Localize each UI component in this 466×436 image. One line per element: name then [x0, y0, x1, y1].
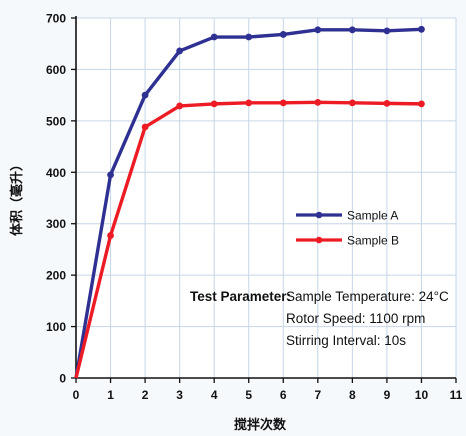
y-tick-labels: 0 100 200 300 400 500 600 700	[46, 12, 66, 386]
data-point-sample-b	[210, 100, 218, 108]
grid	[76, 17, 457, 378]
data-point-sample-b	[245, 99, 253, 107]
legend-label-sample-b: Sample B	[347, 234, 399, 248]
annotation-heading: Test Parameter:	[190, 289, 291, 304]
data-point-sample-a	[348, 26, 356, 34]
x-tick-label: 7	[314, 388, 321, 402]
data-point-sample-a	[176, 47, 184, 55]
x-axis-title: 搅拌次数	[234, 417, 287, 433]
series-sample-a	[74, 25, 425, 379]
data-point-sample-a	[279, 31, 287, 38]
legend-marker-sample-b	[315, 236, 323, 244]
x-tick-label: 8	[349, 388, 356, 402]
x-tick-labels: 0 1 2 3 4 5 6 7 8 9 10 11	[73, 388, 463, 402]
data-point-sample-b	[107, 232, 114, 239]
data-point-sample-b	[418, 100, 425, 108]
data-point-sample-b	[141, 123, 149, 131]
x-tick-label: 2	[142, 388, 149, 402]
series-sample-b	[74, 98, 425, 379]
x-tick-label: 6	[280, 388, 287, 402]
data-point-sample-b	[348, 99, 356, 107]
x-tick-label: 0	[73, 388, 80, 402]
legend-marker-sample-a	[315, 211, 323, 219]
data-point-sample-b	[279, 99, 287, 107]
plot-background	[76, 18, 456, 378]
y-tick-label: 500	[46, 114, 66, 128]
data-point-sample-a	[418, 25, 425, 33]
data-point-sample-b	[314, 98, 322, 106]
y-axis-title: 体积（毫升）	[9, 158, 25, 236]
x-tick-label: 10	[415, 388, 429, 402]
legend-item-sample-a: Sample A	[296, 209, 398, 223]
data-point-sample-b	[383, 99, 391, 107]
axes	[71, 16, 457, 383]
data-point-sample-a	[245, 33, 253, 41]
y-tick-label: 200	[46, 269, 66, 283]
y-tick-label: 100	[46, 320, 66, 334]
y-tick-label: 700	[46, 12, 66, 26]
y-tick-label: 600	[46, 63, 66, 77]
legend: Sample A Sample B	[296, 209, 399, 248]
x-tick-label: 4	[211, 388, 218, 402]
test-parameter-annotation: Test Parameter: Sample Temperature: 24°C…	[190, 289, 449, 348]
data-series	[74, 25, 425, 379]
annotation-line-temperature: Sample Temperature: 24°C	[286, 289, 449, 304]
data-point-sample-a	[141, 91, 149, 99]
data-point-sample-a	[210, 33, 218, 41]
y-tick-label: 300	[46, 217, 66, 231]
x-tick-label: 9	[384, 388, 391, 402]
data-point-sample-a	[383, 27, 391, 35]
y-tick-label: 0	[59, 372, 66, 386]
y-tick-label: 400	[46, 166, 66, 180]
legend-label-sample-a: Sample A	[347, 209, 398, 223]
data-point-sample-a	[314, 26, 322, 34]
data-point-sample-b	[176, 102, 184, 110]
x-tick-label: 5	[245, 388, 252, 402]
x-tick-label: 11	[450, 388, 463, 402]
annotation-line-stirring-interval: Stirring Interval: 10s	[286, 333, 406, 348]
x-tick-label: 3	[176, 388, 183, 402]
legend-item-sample-b: Sample B	[296, 234, 399, 248]
x-tick-label: 1	[107, 388, 114, 402]
data-point-sample-a	[107, 171, 114, 179]
annotation-line-rotor-speed: Rotor Speed: 1100 rpm	[286, 311, 425, 326]
